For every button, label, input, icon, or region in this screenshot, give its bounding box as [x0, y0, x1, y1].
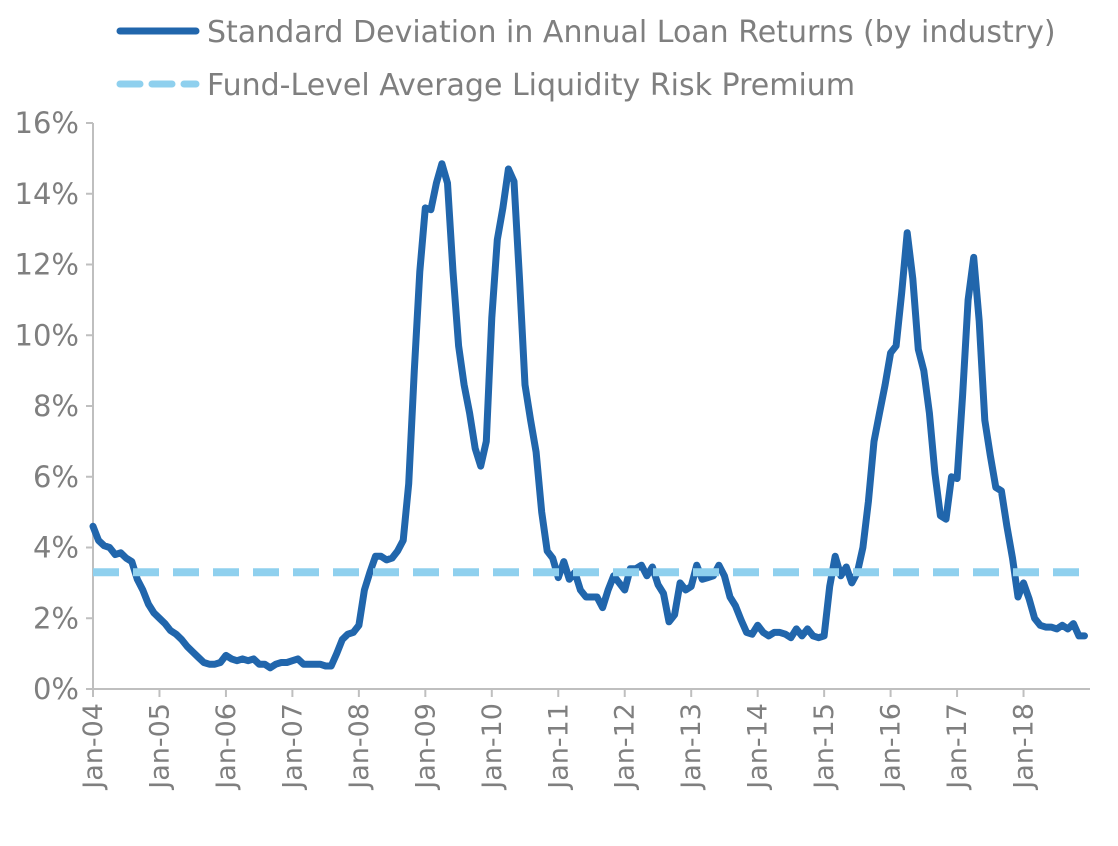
- y-tick-label: 10%: [15, 318, 79, 352]
- legend-label-std-dev: Standard Deviation in Annual Loan Return…: [207, 15, 1056, 50]
- y-tick-label: 0%: [33, 672, 79, 706]
- x-tick-label: Jan-15: [809, 703, 840, 791]
- x-tick-label: Jan-07: [277, 703, 308, 791]
- x-tick-label: Jan-05: [144, 703, 175, 791]
- x-tick-label: Jan-04: [78, 703, 109, 791]
- x-tick-label: Jan-06: [211, 703, 242, 791]
- y-tick-label: 6%: [33, 460, 79, 494]
- y-tick-label: 4%: [33, 531, 79, 565]
- x-tick-label: Jan-12: [610, 703, 641, 791]
- y-tick-label: 14%: [15, 177, 79, 211]
- legend: Standard Deviation in Annual Loan Return…: [116, 15, 1056, 103]
- legend-item-std-dev: Standard Deviation in Annual Loan Return…: [116, 15, 1056, 50]
- legend-item-liquidity-premium: Fund-Level Average Liquidity Risk Premiu…: [116, 68, 855, 103]
- x-tick-label: Jan-16: [876, 703, 907, 791]
- x-tick-label: Jan-14: [743, 703, 774, 791]
- y-tick-label: 8%: [33, 389, 79, 423]
- series-line-std-dev: [89, 160, 1088, 672]
- y-tick-label: 12%: [15, 248, 79, 282]
- x-tick-label: Jan-13: [676, 703, 707, 791]
- x-tick-label: Jan-08: [344, 703, 375, 791]
- x-tick-label: Jan-11: [543, 703, 574, 791]
- x-tick-label: Jan-17: [942, 703, 973, 791]
- x-tick-label: Jan-18: [1009, 703, 1040, 791]
- x-tick-label: Jan-09: [410, 703, 441, 791]
- plot-area: 0% 2% 4% 6% 8% 10% 12% 14% 16% Jan-04 Jan-05 Jan-06…: [15, 106, 1090, 791]
- x-tick-label: Jan-10: [477, 703, 508, 791]
- y-tick-label: 2%: [33, 601, 79, 635]
- y-tick-label: 16%: [15, 106, 79, 140]
- legend-label-liquidity-premium: Fund-Level Average Liquidity Risk Premiu…: [207, 68, 855, 103]
